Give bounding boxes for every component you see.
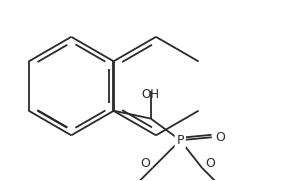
Text: O: O	[216, 131, 226, 144]
Text: P: P	[177, 134, 184, 147]
Text: O: O	[205, 157, 215, 170]
Text: O: O	[140, 157, 150, 170]
Text: OH: OH	[142, 88, 160, 101]
